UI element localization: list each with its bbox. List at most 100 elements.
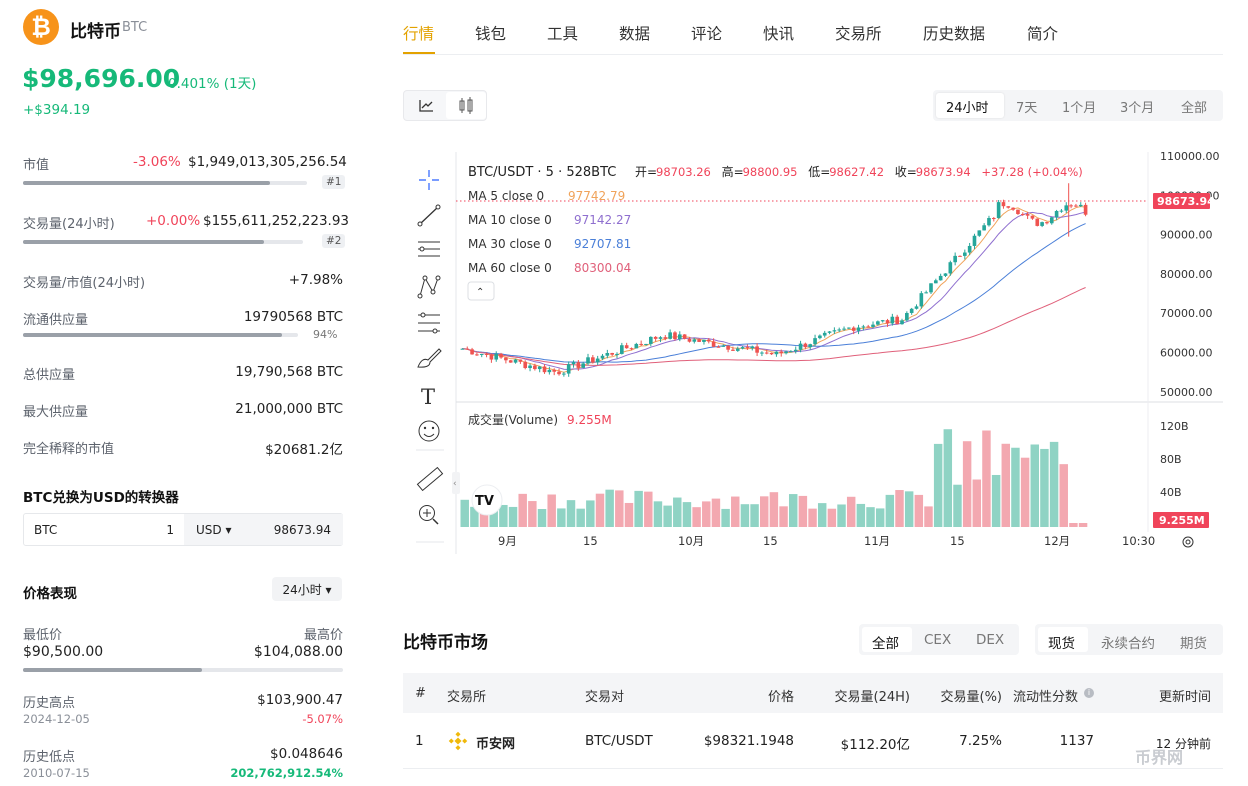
candle-body [489, 354, 494, 360]
volume-bar [808, 508, 817, 527]
range-24h[interactable]: 24小时 [946, 101, 989, 116]
range-3m[interactable]: 3个月 [1120, 101, 1155, 116]
trend-line-icon[interactable] [417, 204, 441, 227]
type-spot[interactable]: 现货 [1048, 636, 1075, 652]
time-tick: 12月 [1044, 534, 1070, 548]
ohlc-value: 98800.95 [743, 165, 798, 179]
candle-body [673, 332, 677, 340]
price-chart[interactable]: T ‹ 110000.00100000.0090000.0080000.0070… [408, 152, 1223, 554]
filter-dex[interactable]: DEX [976, 632, 1005, 648]
candle-body [909, 308, 914, 313]
type-perpetual[interactable]: 永续合约 [1101, 636, 1155, 652]
candle-body [542, 366, 547, 373]
volume-bar [1020, 457, 1030, 527]
volume-bar [682, 502, 692, 527]
candle-body [764, 352, 769, 354]
converter-currency-select[interactable]: USD ▾ [196, 522, 232, 537]
row-rank: 1 [415, 733, 424, 749]
range-1m[interactable]: 1个月 [1062, 101, 1097, 116]
volume-bar [23, 240, 303, 244]
chart-settings-icon[interactable] [1182, 536, 1194, 548]
text-tool-icon[interactable]: T [421, 385, 435, 409]
fibonacci-icon[interactable] [418, 312, 440, 334]
col-price[interactable]: 价格 [767, 690, 794, 705]
volume-bar [1059, 464, 1068, 527]
candle-body [1016, 209, 1020, 215]
ma-legend-value: 97742.79 [568, 189, 625, 203]
time-axis: 9月 15 10月 15 11月 15 12月 10:30 [498, 534, 1155, 548]
performance-range-dropdown[interactable]: 24小时 ▾ [272, 577, 342, 601]
ohlc-value: +37.28 (+0.04%) [981, 165, 1082, 179]
volume-bar [557, 508, 566, 527]
row-exchange-link[interactable]: 币安网 [476, 737, 516, 752]
filter-cex[interactable]: CEX [924, 632, 952, 648]
tab-comments[interactable]: 评论 [691, 25, 723, 43]
volume-bar [740, 504, 750, 527]
chevron-left-icon: ‹ [453, 479, 457, 489]
filter-all[interactable]: 全部 [872, 636, 899, 652]
pattern-icon[interactable] [417, 275, 441, 299]
range-7d[interactable]: 7天 [1016, 101, 1038, 116]
candle-body [1078, 204, 1083, 207]
collapse-legend-button[interactable] [467, 281, 495, 301]
tab-wallet[interactable]: 钱包 [475, 25, 507, 43]
time-tick: 11月 [864, 534, 890, 548]
volume-tick: 120B [1160, 420, 1189, 433]
candle-body [706, 339, 711, 342]
candle-body [1069, 205, 1073, 207]
range-all[interactable]: 全部 [1181, 101, 1208, 116]
candle-body [552, 369, 557, 372]
candle-body [735, 348, 740, 351]
candle-body [1001, 202, 1006, 207]
converter-from-field[interactable]: BTC 1 [24, 514, 184, 545]
candle-body [745, 347, 750, 349]
horizontal-lines-icon[interactable] [418, 241, 440, 257]
time-tick: 10月 [678, 534, 704, 548]
collapse-toolbar-handle[interactable] [452, 472, 460, 494]
candle-body [822, 332, 827, 336]
candle-body [499, 353, 503, 358]
volume-tick: 40B [1160, 486, 1182, 499]
volume-bar [499, 504, 508, 527]
ruler-icon[interactable] [416, 466, 444, 492]
active-tab-indicator [403, 52, 435, 54]
row-pair[interactable]: BTC/USDT [585, 733, 653, 749]
col-updated[interactable]: 更新时间 [1158, 690, 1211, 705]
tab-history[interactable]: 历史数据 [923, 25, 986, 43]
crosshair-icon[interactable] [419, 170, 439, 190]
tab-market[interactable]: 行情 [403, 25, 435, 43]
col-volume-percent[interactable]: 交易量(%) [940, 690, 1003, 705]
col-liquidity[interactable]: 流动性分数 [1013, 690, 1079, 705]
converter-amount-input[interactable]: 1 [166, 522, 174, 537]
candle-body [1020, 214, 1025, 216]
tab-intro[interactable]: 简介 [1027, 25, 1059, 43]
volume-bar [817, 503, 827, 527]
market-cap-label: 市值 [23, 158, 50, 173]
line-chart-button[interactable] [405, 92, 445, 119]
info-icon[interactable]: i [1084, 688, 1094, 698]
tab-exchanges[interactable]: 交易所 [835, 25, 882, 43]
ma-line [462, 287, 1086, 366]
candle-chart-button[interactable] [446, 92, 486, 119]
candle-body [624, 345, 629, 349]
emoji-icon[interactable] [418, 420, 440, 442]
candle-body [726, 345, 730, 350]
coin-name: 比特币 [70, 22, 121, 42]
brush-icon[interactable] [417, 348, 442, 368]
volume-bar [615, 490, 624, 527]
candle-body [1059, 210, 1064, 212]
candle-body [702, 339, 706, 342]
ohlc-value: 98627.42 [829, 165, 884, 179]
candle-body [692, 339, 697, 342]
candle-body [924, 292, 928, 294]
time-tick: 10:30 [1122, 534, 1155, 548]
tab-tools[interactable]: 工具 [547, 25, 579, 43]
col-exchange[interactable]: 交易所 [447, 690, 487, 705]
ohlc-legend: 开=98703.26 高=98800.95 低=98627.42 收=98673.94… [635, 164, 1083, 179]
tab-news[interactable]: 快讯 [763, 25, 795, 43]
col-volume[interactable]: 交易量(24H) [834, 690, 910, 705]
tab-data[interactable]: 数据 [619, 25, 651, 43]
volume-bar [586, 500, 595, 527]
zoom-in-icon[interactable] [419, 505, 439, 525]
type-futures[interactable]: 期货 [1180, 636, 1207, 652]
